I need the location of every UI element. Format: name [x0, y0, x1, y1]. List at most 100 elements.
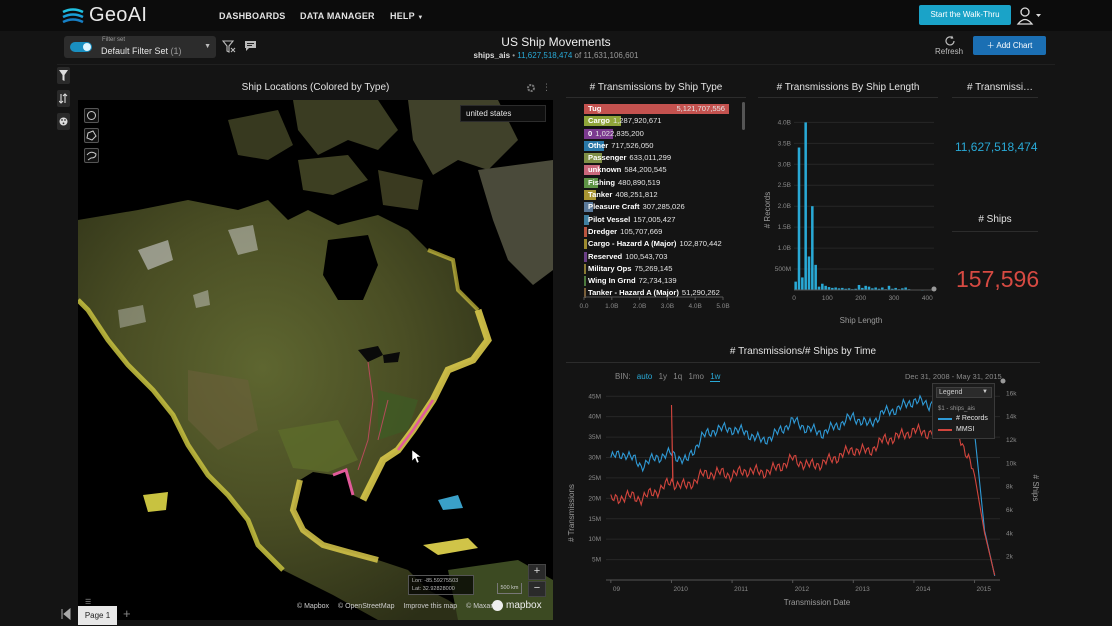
- type-row[interactable]: Reserved 100,543,703: [584, 251, 742, 263]
- style-panel-button[interactable]: [57, 113, 70, 130]
- credit-maxar[interactable]: © Maxar: [466, 603, 493, 610]
- geoai-logo[interactable]: GeoAI: [62, 4, 147, 27]
- type-row[interactable]: Other 717,526,050: [584, 140, 742, 152]
- ship-location-map[interactable]: [78, 100, 553, 620]
- legend-item-records[interactable]: # Records: [938, 415, 988, 422]
- type-bar[interactable]: [584, 177, 598, 188]
- length-bar[interactable]: [797, 147, 801, 290]
- filter-clear-icon[interactable]: [222, 40, 236, 53]
- filter-panel-button[interactable]: [57, 67, 70, 84]
- length-bar[interactable]: [894, 287, 897, 290]
- type-row[interactable]: Tanker - Hazard A (Major) 51,290,262: [584, 287, 742, 298]
- credit-mapbox[interactable]: © Mapbox: [297, 603, 330, 610]
- nav-dashboards[interactable]: DASHBOARDS: [219, 11, 286, 21]
- length-bar[interactable]: [834, 287, 837, 290]
- type-row[interactable]: Military Ops 75,269,145: [584, 263, 742, 275]
- length-bar[interactable]: [854, 288, 857, 290]
- gear-icon[interactable]: [526, 83, 536, 93]
- type-bar[interactable]: [584, 128, 613, 139]
- length-bar[interactable]: [891, 288, 894, 290]
- zoom-in-button[interactable]: +: [528, 564, 546, 580]
- bin-1mo[interactable]: 1mo: [688, 372, 704, 381]
- refresh-button[interactable]: Refresh: [935, 47, 964, 56]
- type-bar[interactable]: [584, 104, 730, 114]
- bin-1q[interactable]: 1q: [673, 372, 683, 381]
- type-row[interactable]: Pilot Vessel 157,005,427: [584, 214, 742, 226]
- type-bar[interactable]: [584, 226, 588, 237]
- length-bar[interactable]: [904, 287, 907, 290]
- length-bar[interactable]: [804, 122, 807, 290]
- length-bar[interactable]: [881, 287, 884, 290]
- page-list-icon[interactable]: ☰: [85, 599, 92, 606]
- type-bar[interactable]: [584, 263, 587, 274]
- type-row[interactable]: Fishing 480,890,519: [584, 177, 742, 189]
- more-vertical-icon[interactable]: ⋮: [542, 82, 551, 92]
- filter-set-toggle[interactable]: [70, 42, 92, 52]
- length-bar[interactable]: [831, 287, 834, 290]
- bin-1y[interactable]: 1y: [658, 372, 668, 381]
- add-page-button[interactable]: +: [123, 606, 131, 621]
- length-bar[interactable]: [824, 285, 827, 290]
- legend-select[interactable]: Legend ▼: [936, 387, 992, 398]
- length-bar[interactable]: [857, 284, 861, 290]
- length-bar[interactable]: [844, 288, 847, 290]
- draw-circle-tool[interactable]: [84, 108, 99, 123]
- comment-icon[interactable]: [244, 40, 257, 52]
- type-bar[interactable]: [584, 214, 589, 225]
- length-bar[interactable]: [814, 264, 817, 290]
- ship-type-bar-chart[interactable]: Tug 5,121,707,556 Cargo 1,287,920,671 0 1,022…: [584, 103, 742, 298]
- type-bar[interactable]: [584, 153, 602, 164]
- mapbox-logo[interactable]: mapbox: [492, 600, 542, 611]
- sort-panel-button[interactable]: [57, 90, 70, 107]
- length-bar[interactable]: [871, 288, 874, 290]
- refresh-icon[interactable]: [944, 35, 956, 47]
- type-bar[interactable]: [584, 165, 601, 176]
- legend-item-mmsi[interactable]: MMSI: [938, 426, 974, 433]
- credit-improve[interactable]: Improve this map: [403, 603, 458, 610]
- user-icon[interactable]: [1016, 6, 1042, 26]
- type-bar[interactable]: [584, 190, 596, 201]
- type-bar[interactable]: [584, 251, 587, 262]
- type-bar[interactable]: [584, 276, 587, 287]
- filter-set-select[interactable]: Filter set Default Filter Set (1) ▼: [64, 36, 216, 58]
- line-legend[interactable]: Legend ▼ $1 - ships_ais # Records MMSI: [932, 383, 995, 439]
- type-bar[interactable]: [584, 116, 621, 127]
- time-line-chart[interactable]: # Transmissions # Ships Transmission Dat…: [566, 378, 1046, 610]
- type-row[interactable]: unknown 584,200,545: [584, 164, 742, 176]
- length-bar[interactable]: [817, 286, 821, 290]
- type-row[interactable]: Wing In Grnd 72,734,139: [584, 275, 742, 287]
- zoom-out-button[interactable]: −: [528, 581, 546, 597]
- type-row[interactable]: 0 1,022,835,200: [584, 128, 742, 140]
- length-bar[interactable]: [864, 285, 867, 290]
- type-row[interactable]: Dredger 105,707,669: [584, 226, 742, 238]
- type-bar[interactable]: [584, 239, 587, 250]
- length-bar[interactable]: [811, 206, 814, 290]
- bin-auto[interactable]: auto: [636, 372, 653, 381]
- nav-help[interactable]: HELP ▼: [390, 11, 423, 21]
- collapse-icon[interactable]: [61, 608, 73, 620]
- type-row[interactable]: Cargo 1,287,920,671: [584, 115, 742, 127]
- length-bar[interactable]: [861, 287, 864, 290]
- add-chart-button[interactable]: ＋ Add Chart: [973, 36, 1046, 55]
- type-row[interactable]: Passenger 633,011,299: [584, 152, 742, 164]
- type-row[interactable]: Cargo - Hazard A (Major) 102,870,442: [584, 238, 742, 250]
- length-bar[interactable]: [867, 286, 871, 290]
- draw-polygon-tool[interactable]: [84, 128, 99, 143]
- type-row[interactable]: Tug 5,121,707,556: [584, 103, 742, 115]
- length-bar[interactable]: [827, 287, 831, 290]
- length-bar[interactable]: [877, 288, 881, 290]
- length-bar[interactable]: [807, 256, 811, 290]
- length-bar[interactable]: [887, 285, 891, 290]
- length-bar[interactable]: [874, 287, 877, 290]
- page-tab[interactable]: Page 1: [78, 606, 117, 625]
- type-bar[interactable]: [584, 202, 593, 213]
- length-histogram[interactable]: # Records Ship Length 500M 1.0B 1.5B 2.0B 2.…: [758, 100, 943, 330]
- length-brush-handle[interactable]: [931, 286, 937, 292]
- map-search-input[interactable]: united states: [460, 105, 546, 122]
- credit-osm[interactable]: © OpenStreetMap: [337, 603, 395, 610]
- length-bar[interactable]: [794, 281, 797, 290]
- length-bar[interactable]: [841, 287, 844, 290]
- length-bar[interactable]: [901, 288, 904, 290]
- type-bar[interactable]: [584, 288, 586, 298]
- draw-lasso-tool[interactable]: [84, 148, 99, 163]
